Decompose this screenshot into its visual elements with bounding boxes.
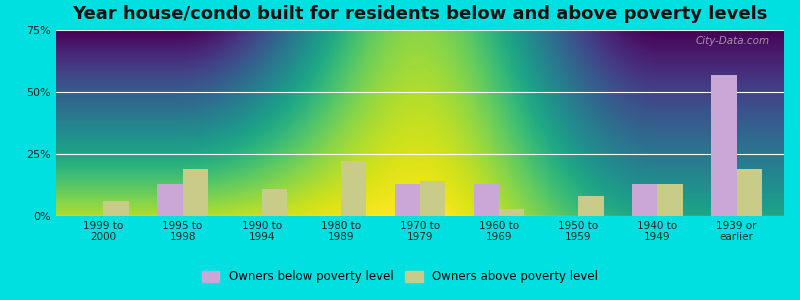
Bar xyxy=(394,184,420,216)
Bar xyxy=(632,184,658,216)
Bar xyxy=(499,208,525,216)
Bar xyxy=(420,181,446,216)
Legend: Owners below poverty level, Owners above poverty level: Owners below poverty level, Owners above… xyxy=(197,266,603,288)
Bar xyxy=(262,189,287,216)
Title: Year house/condo built for residents below and above poverty levels: Year house/condo built for residents bel… xyxy=(72,5,768,23)
Bar xyxy=(103,201,129,216)
Bar xyxy=(578,196,603,216)
Bar xyxy=(737,169,762,216)
Bar xyxy=(341,161,366,216)
Text: City-Data.com: City-Data.com xyxy=(695,36,770,46)
Bar xyxy=(158,184,182,216)
Bar xyxy=(182,169,208,216)
Bar xyxy=(658,184,682,216)
Bar xyxy=(711,75,737,216)
Bar xyxy=(474,184,499,216)
